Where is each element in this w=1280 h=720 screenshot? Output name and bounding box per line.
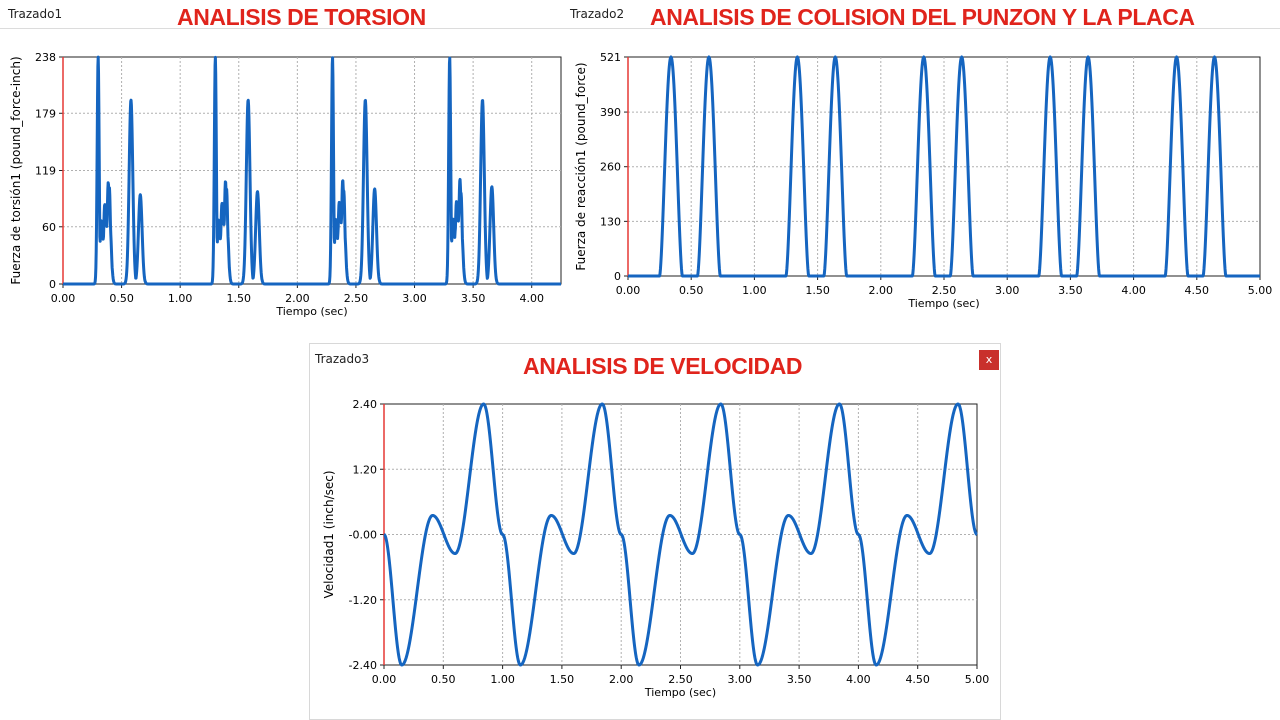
y-tick-label: 130: [600, 215, 621, 228]
y-tick-label: 521: [600, 51, 621, 64]
x-tick-label: 3.00: [402, 292, 427, 305]
x-tick-label: 0.50: [431, 673, 456, 686]
x-tick-label: 2.00: [869, 284, 894, 297]
x-tick-label: 5.00: [965, 673, 990, 686]
x-tick-label: 1.50: [550, 673, 575, 686]
window-title: Trazado1: [8, 7, 63, 21]
y-tick-label: 179: [35, 107, 56, 120]
x-tick-label: 0.50: [109, 292, 134, 305]
y-tick-label: 260: [600, 161, 621, 174]
x-tick-label: 3.50: [787, 673, 812, 686]
x-tick-label: 3.50: [461, 292, 486, 305]
x-tick-label: 4.50: [905, 673, 930, 686]
close-button[interactable]: x: [979, 350, 999, 370]
x-tick-label: 1.50: [227, 292, 252, 305]
title-divider: [565, 28, 1280, 29]
x-tick-label: 4.00: [846, 673, 871, 686]
x-tick-label: 0.00: [616, 284, 641, 297]
y-tick-label: 390: [600, 106, 621, 119]
x-tick-label: 2.50: [668, 673, 693, 686]
y-tick-label: 1.20: [353, 463, 378, 476]
y-tick-label: -1.20: [349, 594, 377, 607]
y-tick-label: 0: [614, 270, 621, 283]
x-tick-label: 1.50: [805, 284, 830, 297]
x-tick-label: 5.00: [1248, 284, 1273, 297]
x-tick-label: 3.00: [995, 284, 1020, 297]
x-tick-label: 0.00: [51, 292, 76, 305]
chart-banner: ANALISIS DE TORSION: [177, 4, 426, 30]
torsion-chart[interactable]: 0.00 0.50 1.00 1.50 2.00 2.50 3.00 3.50 4.00 0 60 1…: [0, 30, 565, 330]
x-tick-label: 2.50: [932, 284, 957, 297]
data-series-line: [626, 55, 1262, 278]
plot-window-2: Trazado2 ANALISIS DE COLISION DEL PUNZON…: [565, 0, 1280, 330]
y-axis-title: Fuerza de torsión1 (pound_force-inch): [9, 56, 23, 284]
window-title: Trazado2: [570, 7, 625, 21]
y-axis-title: Fuerza de reacción1 (pound_force): [574, 62, 588, 270]
x-axis-title: Tiempo (sec): [275, 305, 347, 318]
x-tick-label: 2.00: [285, 292, 310, 305]
y-tick-label: -0.00: [349, 529, 377, 542]
x-tick-label: 1.00: [168, 292, 193, 305]
chart-banner: ANALISIS DE COLISION DEL PUNZON Y LA PLA…: [650, 4, 1195, 30]
x-tick-label: 2.00: [609, 673, 634, 686]
x-tick-label: 1.00: [490, 673, 514, 686]
x-tick-label: 3.00: [728, 673, 753, 686]
x-axis-title: Tiempo (sec): [907, 297, 979, 310]
y-tick-label: 0: [49, 278, 56, 291]
x-tick-label: 4.00: [519, 292, 544, 305]
window-title: Trazado3: [315, 352, 370, 366]
chart-banner: ANALISIS DE VELOCIDAD: [523, 353, 803, 379]
data-series-line: [382, 402, 979, 667]
x-tick-label: 4.50: [1185, 284, 1210, 297]
data-series-line: [61, 55, 563, 286]
x-tick-label: 1.00: [742, 284, 767, 297]
y-tick-label: 119: [35, 165, 56, 178]
plot-window-3: Trazado3 ANALISIS DE VELOCIDAD x 0.00 0.5…: [309, 343, 1001, 720]
x-tick-label: 2.50: [344, 292, 369, 305]
x-tick-label: 0.50: [679, 284, 704, 297]
velocity-chart[interactable]: 0.00 0.50 1.00 1.50 2.00 2.50 3.00 3.50 4.00 4.50…: [310, 374, 1000, 719]
x-tick-label: 0.00: [372, 673, 397, 686]
title-divider: [0, 28, 565, 29]
y-axis-title: Velocidad1 (inch/sec): [322, 470, 336, 598]
x-tick-label: 3.50: [1058, 284, 1083, 297]
reaction-force-chart[interactable]: 0.00 0.50 1.00 1.50 2.00 2.50 3.00 3.50 4.00 4.50…: [565, 30, 1280, 330]
x-axis-title: Tiempo (sec): [644, 686, 716, 699]
y-tick-label: 60: [42, 221, 56, 234]
plot-window-1: Trazado1 ANALISIS DE TORSION 0.00 0.50 1.0…: [0, 0, 565, 330]
y-tick-label: -2.40: [349, 659, 377, 672]
y-tick-label: 238: [35, 51, 56, 64]
y-tick-label: 2.40: [353, 398, 378, 411]
x-tick-label: 4.00: [1121, 284, 1146, 297]
